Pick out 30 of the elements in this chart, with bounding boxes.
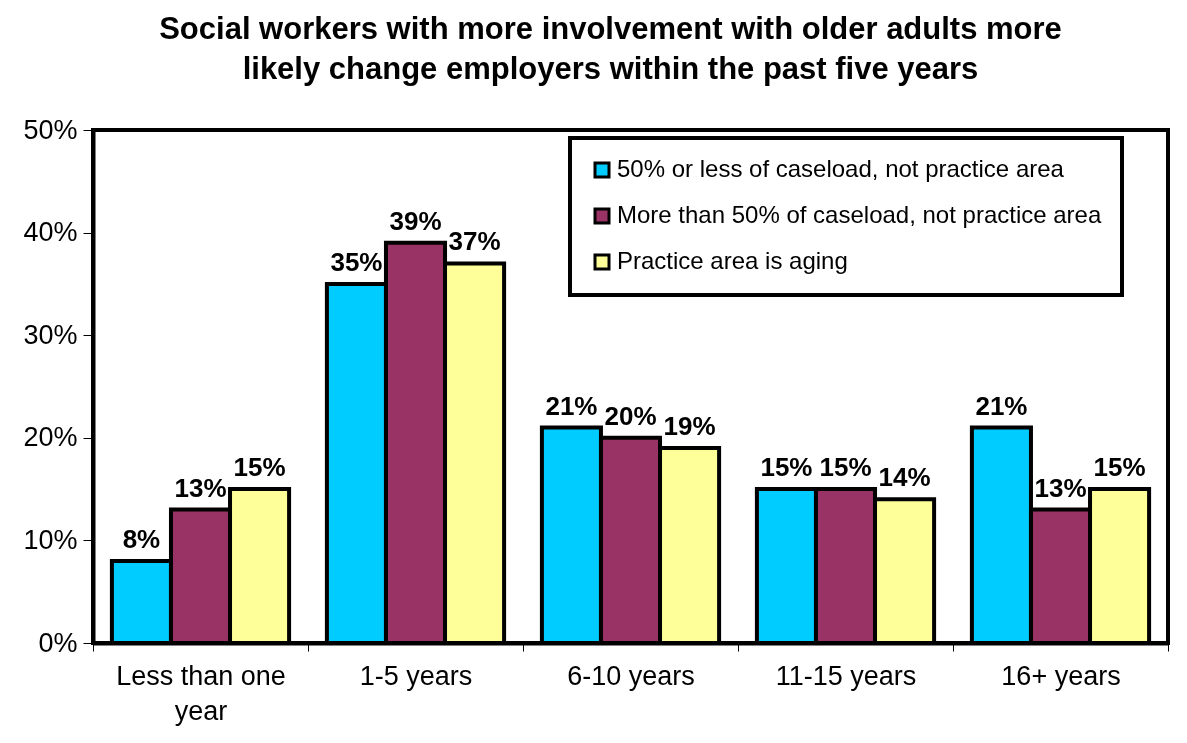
legend-label: 50% or less of caseload, not practice area (617, 155, 1065, 182)
data-label: 37% (448, 226, 501, 257)
y-tick-label: 0% (38, 627, 78, 658)
data-label: 8% (122, 523, 161, 554)
data-label: 21% (545, 390, 598, 421)
x-tick-label: 11-15 years (775, 660, 917, 691)
legend-label: More than 50% of caseload, not practice area (617, 201, 1102, 228)
x-tick-label: Less than one year (116, 660, 286, 726)
chart-title: Social workers with more involvement with older adults more likely change employers within the past five years (159, 11, 1062, 86)
data-label: 13% (174, 472, 227, 503)
data-label: 15% (1093, 452, 1146, 483)
data-label: 35% (330, 246, 383, 277)
data-label: 13% (1034, 472, 1087, 503)
data-label: 14% (878, 462, 931, 493)
y-tick-label: 30% (23, 319, 78, 350)
data-label: 15% (233, 452, 286, 483)
data-label: 20% (604, 400, 657, 431)
y-tick-label: 50% (23, 114, 78, 145)
y-tick-label: 10% (23, 524, 78, 555)
y-tick-label: 20% (23, 422, 78, 453)
data-label: 39% (389, 205, 442, 236)
data-label: 15% (819, 452, 872, 483)
x-tick-label: 16+ years (1001, 660, 1121, 691)
x-tick-label: 1-5 years (359, 660, 473, 691)
legend-label: Practice area is aging (617, 247, 848, 274)
data-label: 19% (663, 411, 716, 442)
y-tick-label: 40% (23, 217, 78, 248)
data-label: 21% (975, 390, 1028, 421)
data-label: 15% (760, 452, 813, 483)
x-tick-label: 6-10 years (567, 660, 695, 691)
